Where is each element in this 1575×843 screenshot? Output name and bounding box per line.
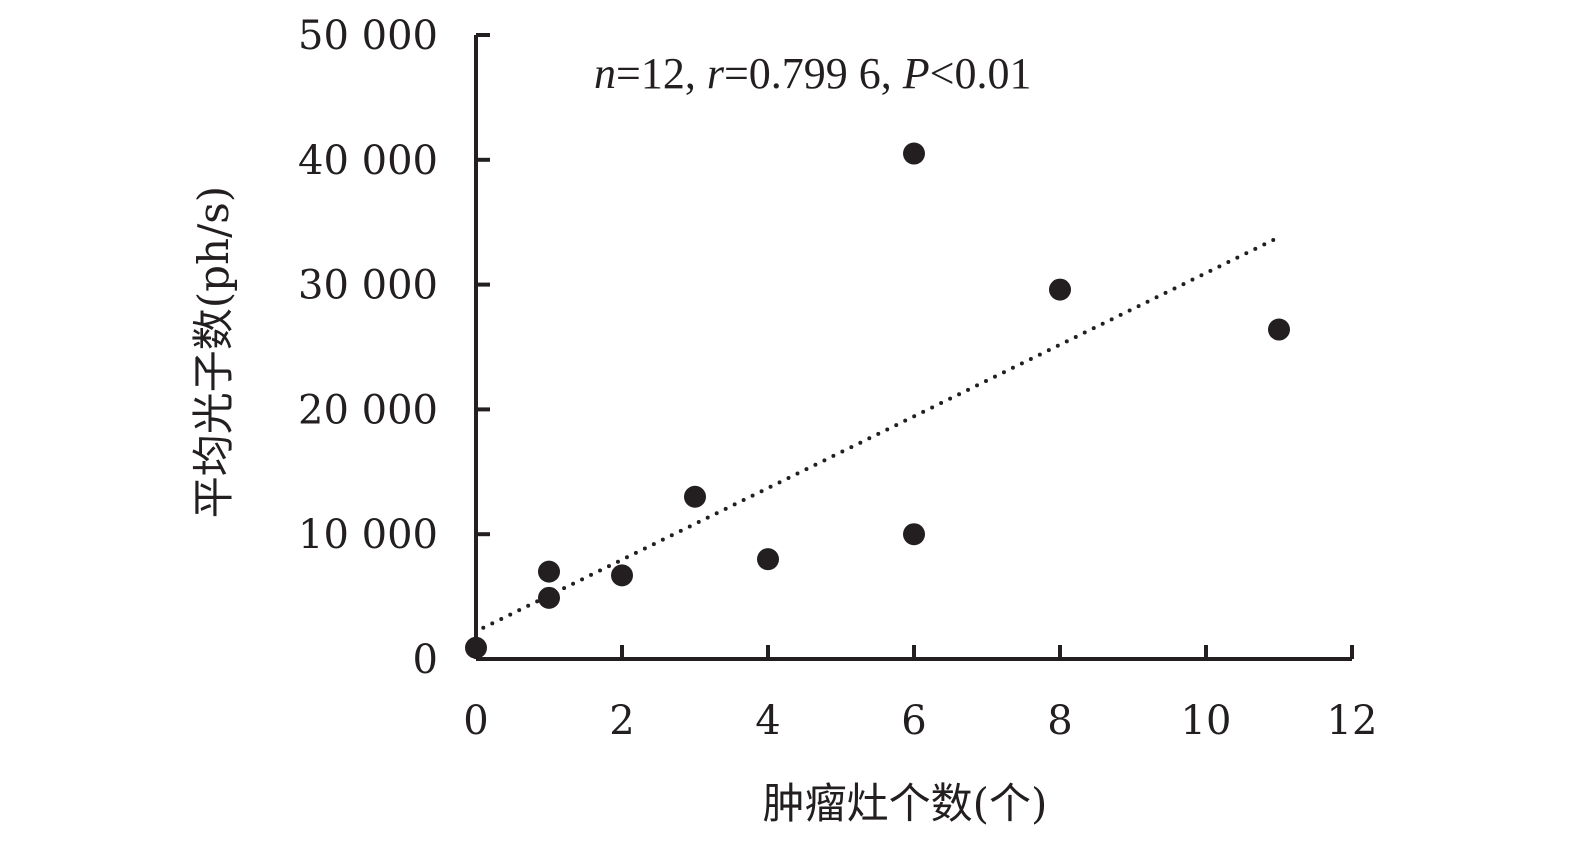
stats-r-label: r bbox=[707, 49, 725, 98]
stats-r-value: =0.799 6, bbox=[724, 49, 903, 98]
x-axis-title: 肿瘤灶个数(个) bbox=[763, 779, 1048, 828]
x-tick-label: 6 bbox=[901, 698, 926, 744]
scatter-point bbox=[465, 636, 487, 659]
y-tick-label: 30 000 bbox=[298, 263, 438, 309]
x-tick-label: 0 bbox=[463, 698, 488, 744]
y-ticks: 0 10 000 20 000 30 000 40 000 50 000 bbox=[298, 13, 490, 683]
scatter-point bbox=[611, 564, 633, 587]
points-layer bbox=[465, 142, 1290, 659]
scatter-point bbox=[1049, 278, 1071, 301]
x-tick-label: 10 bbox=[1181, 698, 1232, 744]
x-tick-label: 12 bbox=[1327, 698, 1378, 744]
x-ticks: 0 2 4 6 8 10 12 bbox=[463, 645, 1377, 744]
trendline-layer bbox=[481, 235, 1281, 630]
scatter-point bbox=[538, 560, 560, 583]
stats-n-label: n bbox=[594, 49, 616, 98]
scatter-point bbox=[757, 548, 779, 571]
y-tick-label: 20 000 bbox=[298, 387, 438, 433]
stats-n-value: =12, bbox=[616, 49, 707, 98]
x-tick-label: 4 bbox=[755, 698, 780, 744]
stats-p-value: <0.01 bbox=[930, 49, 1032, 98]
x-tick-label: 2 bbox=[609, 698, 634, 744]
scatter-point bbox=[1268, 318, 1290, 341]
stats-p-label: P bbox=[902, 49, 930, 98]
x-tick-label: 8 bbox=[1047, 698, 1072, 744]
y-tick-label: 50 000 bbox=[298, 13, 438, 59]
scatter-point bbox=[538, 586, 560, 609]
regression-trendline bbox=[481, 235, 1281, 630]
scatter-point bbox=[903, 142, 925, 165]
y-tick-label: 10 000 bbox=[298, 512, 438, 558]
y-axis-title: 平均光子数(ph/s) bbox=[189, 186, 238, 518]
y-tick-label: 40 000 bbox=[298, 138, 438, 184]
stats-annotation: n=12, r=0.799 6, P<0.01 bbox=[594, 49, 1032, 98]
y-tick-label: 0 bbox=[413, 637, 438, 683]
scatter-point bbox=[903, 523, 925, 546]
axes: 0 2 4 6 8 10 12 0 10 000 20 000 30 000 40 000 50 00… bbox=[298, 13, 1377, 744]
scatter-point bbox=[684, 485, 706, 508]
